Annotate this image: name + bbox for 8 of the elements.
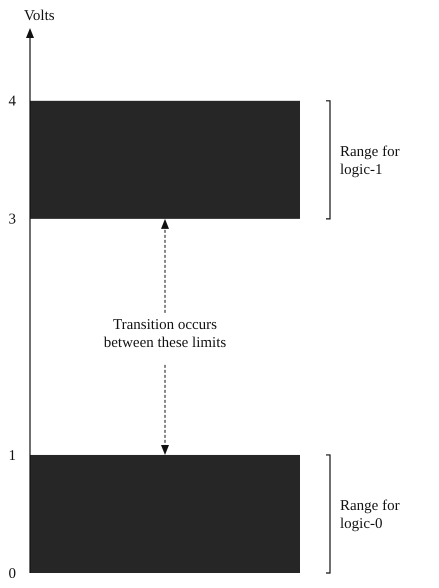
annotation: Transition occurs between these limits xyxy=(104,316,226,351)
y-tick-label: 1 xyxy=(8,448,16,464)
annotation: Range for logic-0 xyxy=(340,498,400,532)
y-tick-label: 3 xyxy=(8,212,16,228)
y-tick-label: 4 xyxy=(8,94,16,110)
y-tick-label: 0 xyxy=(8,566,16,582)
annotation: Range for logic-1 xyxy=(340,144,400,178)
y-axis-title: Volts xyxy=(24,8,55,24)
